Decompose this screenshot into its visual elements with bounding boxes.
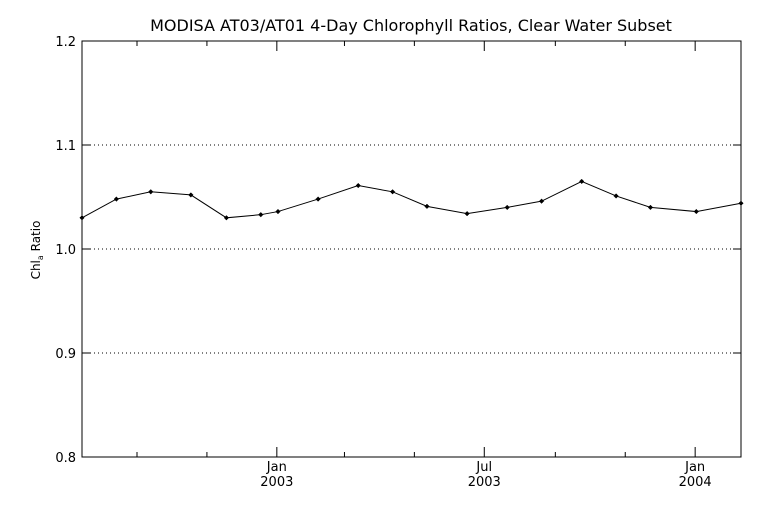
- y-axis-label-subscript: a: [36, 255, 45, 260]
- y-tick-label: 1.0: [55, 243, 76, 258]
- data-point: [355, 182, 361, 189]
- data-point: [223, 215, 230, 221]
- data-point: [738, 200, 744, 206]
- data-point: [613, 193, 619, 199]
- y-axis-label-rest: Ratio: [29, 221, 43, 256]
- data-point: [464, 210, 470, 217]
- x-tick-month-label: Jul: [475, 460, 492, 475]
- chart-title: MODISA AT03/AT01 4-Day Chlorophyll Ratio…: [150, 16, 672, 35]
- y-tick-label: 1.1: [55, 139, 76, 154]
- data-point: [389, 189, 396, 195]
- data-point: [693, 208, 699, 215]
- y-axis-label: Chla Ratio: [29, 221, 45, 280]
- data-point: [275, 208, 281, 215]
- x-tick-month-label: Jan: [266, 460, 287, 475]
- data-point: [315, 196, 321, 202]
- x-tick-year-label: 2003: [260, 475, 293, 490]
- y-tick-label: 1.2: [55, 35, 76, 50]
- y-axis: 0.8 0.9 1.0 1.1 1.2: [55, 35, 741, 466]
- x-tick-year-label: 2004: [679, 475, 712, 490]
- y-tick-label: 0.8: [55, 451, 76, 466]
- data-point: [148, 189, 154, 195]
- data-point: [79, 215, 85, 221]
- y-tick-label: 0.9: [55, 347, 76, 362]
- y-axis-label-main: Chl: [29, 260, 43, 279]
- x-tick-month-label: Jan: [684, 460, 705, 475]
- data-point: [424, 203, 430, 210]
- data-point: [504, 204, 510, 211]
- data-series: [79, 178, 744, 221]
- x-tick-year-label: 2003: [468, 475, 501, 490]
- data-point: [647, 204, 654, 211]
- data-point: [188, 192, 194, 198]
- data-point: [579, 178, 585, 185]
- data-point: [258, 212, 264, 218]
- data-point: [538, 198, 545, 204]
- data-point: [113, 196, 120, 202]
